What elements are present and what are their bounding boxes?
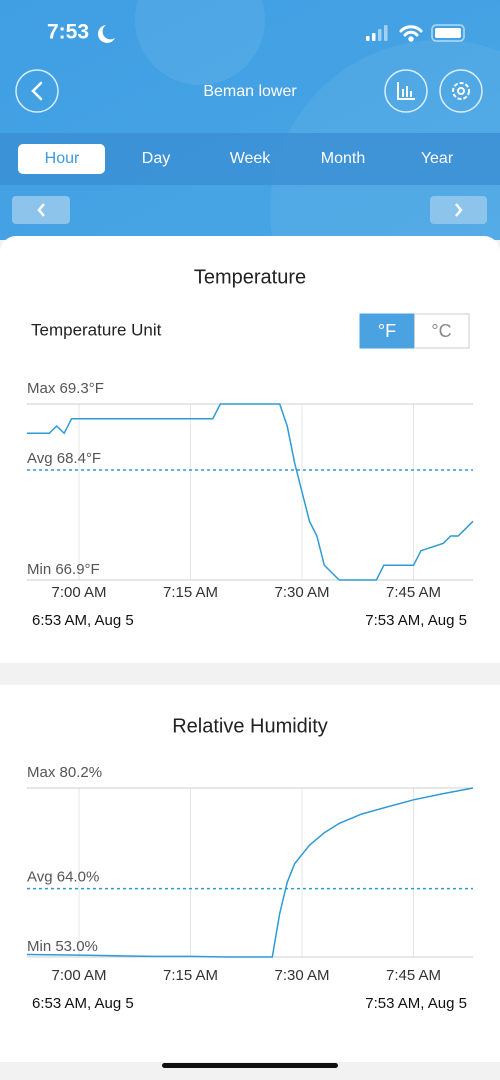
tab[interactable]: Week [230,150,272,167]
unit-label: Temperature Unit [31,320,162,339]
humidity-card [0,685,500,1062]
tab[interactable]: Day [142,150,170,167]
temperature-chart: 7:00 AM 7:15 AM 7:30 AM 7:45 AM Max 69.3°F Av… [27,380,474,629]
data-line [27,403,474,581]
x-tick-label: 7:00 AM [52,967,107,984]
card-title: Relative Humidity [172,715,328,737]
tab[interactable]: Hour [45,150,80,167]
x-tick-label: 7:30 AM [275,967,330,984]
period-tabs: Hour Day Week Month Year [18,144,454,174]
tab[interactable]: Month [321,150,365,167]
decor [135,0,265,85]
prev-icon [37,203,45,217]
card-title: Temperature [194,266,306,288]
battery-icon [431,24,465,42]
tab-selected-bg [18,144,105,174]
min-label: Min 53.0% [27,938,98,955]
data-line [26,787,474,958]
max-label: Max 80.2% [27,764,102,781]
settings-icon [452,82,470,100]
wifi-icon [399,25,423,42]
battery-level [435,28,461,38]
status-time: 7:53 [47,21,89,44]
unit-option: °F [378,321,396,341]
settings-icon-center [457,87,465,95]
device-title: Beman lower [203,83,297,100]
header-background [0,0,500,240]
avg-label: Avg 64.0% [27,869,99,886]
range-end: 7:53 AM, Aug 5 [365,995,467,1012]
min-label: Min 66.9°F [27,561,100,578]
next-icon [455,203,463,217]
x-tick-label: 7:00 AM [52,584,107,601]
x-tick-label: 7:30 AM [275,584,330,601]
x-tick-label: 7:15 AM [163,584,218,601]
unit-toggle: °F °C [359,313,470,349]
home-indicator [162,1063,338,1068]
unit-option: °C [431,321,451,341]
tab[interactable]: Year [421,150,454,167]
range-start: 6:53 AM, Aug 5 [32,995,134,1012]
range-end: 7:53 AM, Aug 5 [365,612,467,629]
back-icon [31,81,43,101]
settings-button[interactable] [439,69,483,113]
stats-icon [397,82,415,100]
moon-icon [97,25,115,43]
x-tick-label: 7:45 AM [386,584,441,601]
back-button[interactable] [15,69,59,113]
x-tick-label: 7:15 AM [163,967,218,984]
humidity-chart: 7:00 AM 7:15 AM 7:30 AM 7:45 AM Max 80.2% Avg… [26,764,474,1012]
signal-icon [366,25,388,41]
x-tick-label: 7:45 AM [386,967,441,984]
prev-button[interactable] [12,196,70,224]
next-button[interactable] [430,196,487,224]
max-label: Max 69.3°F [27,380,104,397]
range-start: 6:53 AM, Aug 5 [32,612,134,629]
avg-label: Avg 68.4°F [27,450,101,467]
stats-button[interactable] [384,69,428,113]
unit-option-bg[interactable] [414,313,470,349]
